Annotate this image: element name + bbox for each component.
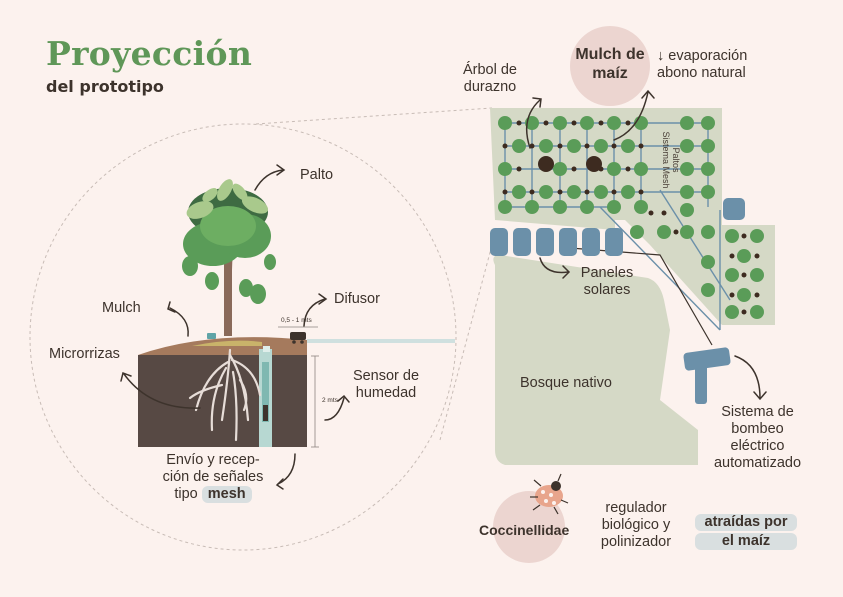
- label-micorrizas: Microrrizas: [49, 346, 120, 362]
- label-bombeo-line4: automatizado: [713, 455, 802, 471]
- mulch-layer: [138, 337, 307, 355]
- arrow-mulch-maiz: [613, 91, 649, 141]
- pump-icon: [683, 347, 731, 404]
- arrow-micorrizas: [123, 373, 201, 409]
- label-paneles-line2: solares: [583, 282, 631, 298]
- grid-trees: [498, 116, 764, 319]
- label-regulador-line3: polinizador: [600, 534, 672, 550]
- label-paltos: Paltos: [671, 147, 681, 173]
- arrow-bombeo: [734, 355, 761, 399]
- arrow-palto: [254, 169, 284, 191]
- label-bombeo-line1: Sistema de: [721, 404, 794, 420]
- diffuser-icon: [290, 332, 306, 344]
- arrow-paneles: [539, 257, 569, 274]
- label-sensor-line2: humedad: [355, 385, 417, 401]
- ladybug-icon: [530, 473, 569, 515]
- label-depth: 2 mts: [322, 397, 338, 404]
- label-bosque: Bosque nativo: [520, 375, 612, 391]
- roots: [188, 348, 262, 442]
- label-bombeo-line3: eléctrico: [730, 438, 785, 454]
- label-evap-line2: abono natural: [657, 65, 746, 81]
- label-mulch-maiz-line1: Mulch de: [575, 46, 645, 63]
- label-mulch-maiz-line2: maíz: [592, 65, 628, 82]
- label-paneles: Paneles solares: [572, 265, 642, 299]
- label-mulch: Mulch: [102, 300, 141, 316]
- label-paltos-mesh: Paltos Sistema Mesh: [661, 130, 681, 190]
- zoom-connector-bottom: [439, 244, 493, 441]
- label-distance: 0,5 - 1 mts: [281, 317, 312, 324]
- page-title: Proyección: [46, 34, 253, 73]
- label-palto: Palto: [300, 167, 334, 183]
- soil-block: [138, 355, 307, 447]
- zoom-connector-top: [255, 107, 493, 125]
- arrow-arbol: [525, 99, 541, 149]
- paltos-field-extension: [620, 215, 775, 325]
- label-atraidas-line2: el maíz: [695, 533, 797, 550]
- label-sensor: Sensor de humedad: [348, 368, 424, 402]
- label-atraidas-line1: atraídas por: [695, 514, 797, 531]
- label-envio-line1: Envío y recep-: [166, 452, 260, 468]
- label-mulch-maiz: Mulch de maíz: [568, 45, 652, 83]
- highlighted-peach-tree-2: [586, 156, 602, 172]
- avocado-tree-icon: [182, 179, 276, 336]
- label-regulador-line1: regulador: [605, 500, 667, 516]
- arrow-difusor: [303, 298, 326, 327]
- ladybug-circle-bg: [493, 491, 565, 563]
- mesh-badge: mesh: [201, 486, 252, 503]
- page-subtitle: del prototipo: [46, 77, 164, 96]
- zoom-circle: [29, 123, 457, 551]
- label-coccinellidae: Coccinellidae: [479, 522, 570, 538]
- mulch-cap: [207, 333, 216, 339]
- label-atraidas: atraídas por el maíz: [694, 514, 798, 550]
- label-envio-line2: ción de señales: [162, 469, 264, 485]
- arrow-envio: [277, 453, 296, 485]
- label-sistema-mesh: Sistema Mesh: [661, 131, 671, 189]
- highlighted-peach-tree: [538, 156, 554, 172]
- label-envio: Envío y recep- ción de señales tipo mesh: [148, 452, 278, 503]
- label-arbol: Árbol de durazno: [456, 62, 524, 96]
- solar-panel-icon: [490, 198, 745, 256]
- label-bombeo-line2: bombeo: [731, 421, 784, 437]
- label-arbol-line2: durazno: [463, 79, 517, 95]
- label-regulador-line2: biológico y: [601, 517, 671, 533]
- label-difusor: Difusor: [334, 291, 380, 307]
- mulch-highlight: [192, 340, 262, 346]
- label-regulador: regulador biológico y polinizador: [590, 500, 682, 551]
- arrows: [120, 89, 767, 490]
- label-evap-line1: ↓ evaporación: [657, 48, 748, 64]
- field-map: [490, 108, 775, 465]
- ground-surface-line: [307, 339, 455, 343]
- label-sensor-line1: Sensor de: [352, 368, 420, 384]
- grid-peach-trees: [502, 120, 760, 315]
- soil-cross-section: [138, 326, 455, 448]
- arrow-mulch: [169, 307, 189, 337]
- sensor-probe-icon: [259, 346, 272, 447]
- label-paneles-line1: Paneles: [580, 265, 634, 281]
- label-arbol-line1: Árbol de: [462, 62, 517, 78]
- bosque-nativo-area: [493, 255, 698, 465]
- label-bombeo: Sistema de bombeo eléctrico automatizado: [700, 404, 815, 472]
- label-evaporacion: ↓ evaporación abono natural: [657, 48, 747, 82]
- label-envio-line3: tipo: [174, 486, 198, 502]
- mulch-circle-bg: [570, 26, 650, 106]
- arrow-sensor: [324, 397, 345, 421]
